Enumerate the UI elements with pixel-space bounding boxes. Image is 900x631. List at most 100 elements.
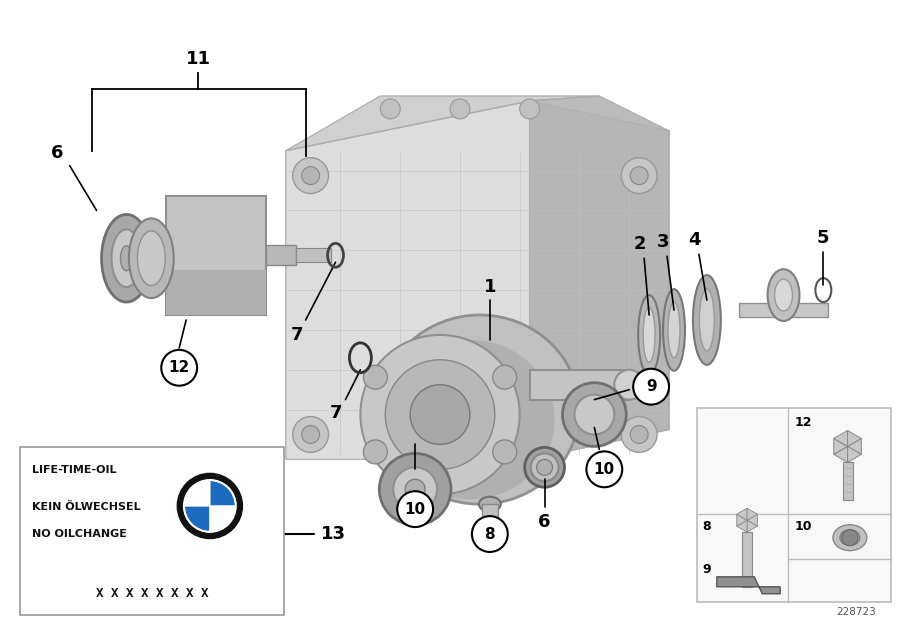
Polygon shape bbox=[716, 577, 780, 594]
Ellipse shape bbox=[668, 302, 680, 358]
Ellipse shape bbox=[663, 289, 685, 371]
Circle shape bbox=[621, 416, 657, 452]
Circle shape bbox=[519, 99, 540, 119]
Polygon shape bbox=[737, 508, 747, 520]
Text: 228723: 228723 bbox=[836, 606, 876, 616]
Text: 12: 12 bbox=[794, 416, 812, 428]
Bar bbox=[742, 532, 752, 587]
Wedge shape bbox=[210, 480, 236, 506]
Polygon shape bbox=[166, 270, 266, 315]
Ellipse shape bbox=[699, 289, 715, 351]
Ellipse shape bbox=[102, 215, 151, 302]
Text: 8: 8 bbox=[702, 521, 710, 533]
Circle shape bbox=[634, 369, 669, 404]
Text: KEIN ÖLWECHSEL: KEIN ÖLWECHSEL bbox=[32, 502, 140, 512]
Ellipse shape bbox=[775, 279, 793, 311]
Circle shape bbox=[410, 385, 470, 444]
Bar bbox=[842, 463, 852, 500]
Polygon shape bbox=[285, 96, 599, 151]
Ellipse shape bbox=[112, 230, 141, 287]
Bar bbox=[482, 504, 498, 529]
Circle shape bbox=[184, 480, 236, 532]
Polygon shape bbox=[747, 514, 758, 526]
Polygon shape bbox=[848, 439, 861, 454]
Text: 5: 5 bbox=[817, 229, 830, 247]
Text: 9: 9 bbox=[702, 563, 710, 576]
Circle shape bbox=[842, 529, 858, 546]
Circle shape bbox=[178, 474, 242, 538]
Text: 10: 10 bbox=[594, 462, 615, 477]
Polygon shape bbox=[285, 101, 669, 459]
Text: LIFE-TIME-OIL: LIFE-TIME-OIL bbox=[32, 465, 116, 475]
Ellipse shape bbox=[615, 370, 644, 399]
Circle shape bbox=[574, 394, 615, 435]
Polygon shape bbox=[833, 439, 848, 454]
Polygon shape bbox=[747, 508, 758, 520]
Circle shape bbox=[397, 491, 433, 527]
Circle shape bbox=[161, 350, 197, 386]
Circle shape bbox=[360, 335, 519, 494]
Polygon shape bbox=[737, 514, 747, 526]
Ellipse shape bbox=[536, 459, 553, 475]
Ellipse shape bbox=[121, 246, 132, 271]
Circle shape bbox=[450, 99, 470, 119]
Bar bbox=[266, 245, 296, 265]
Text: 2: 2 bbox=[634, 235, 646, 253]
Ellipse shape bbox=[479, 497, 500, 512]
Ellipse shape bbox=[531, 454, 559, 481]
Circle shape bbox=[393, 468, 437, 511]
Ellipse shape bbox=[525, 447, 564, 487]
Ellipse shape bbox=[385, 340, 554, 499]
Polygon shape bbox=[166, 196, 266, 315]
Circle shape bbox=[621, 158, 657, 194]
Circle shape bbox=[379, 454, 451, 525]
Text: 7: 7 bbox=[329, 404, 342, 422]
Ellipse shape bbox=[129, 218, 174, 298]
Circle shape bbox=[587, 451, 622, 487]
Text: 9: 9 bbox=[646, 379, 656, 394]
Polygon shape bbox=[833, 430, 848, 446]
Circle shape bbox=[630, 167, 648, 185]
Circle shape bbox=[302, 425, 319, 444]
Text: 13: 13 bbox=[321, 526, 346, 543]
Circle shape bbox=[493, 440, 517, 464]
Circle shape bbox=[292, 416, 328, 452]
Ellipse shape bbox=[638, 295, 660, 375]
Circle shape bbox=[562, 383, 626, 446]
Circle shape bbox=[493, 365, 517, 389]
Polygon shape bbox=[848, 430, 861, 446]
Polygon shape bbox=[529, 96, 669, 459]
Text: 10: 10 bbox=[405, 502, 426, 517]
Bar bbox=[739, 303, 828, 317]
Text: 7: 7 bbox=[291, 326, 303, 344]
Bar bbox=[20, 447, 284, 615]
Polygon shape bbox=[529, 370, 629, 399]
Ellipse shape bbox=[840, 529, 860, 546]
Ellipse shape bbox=[693, 275, 721, 365]
Circle shape bbox=[381, 99, 400, 119]
Ellipse shape bbox=[381, 315, 580, 504]
Text: 4: 4 bbox=[688, 232, 701, 249]
Text: 6: 6 bbox=[538, 513, 551, 531]
Circle shape bbox=[364, 440, 387, 464]
Wedge shape bbox=[184, 506, 210, 532]
Text: 6: 6 bbox=[50, 144, 63, 162]
Text: 1: 1 bbox=[483, 278, 496, 296]
Polygon shape bbox=[737, 520, 747, 532]
Polygon shape bbox=[848, 446, 861, 463]
Ellipse shape bbox=[644, 307, 655, 362]
Circle shape bbox=[405, 480, 425, 499]
Circle shape bbox=[302, 167, 319, 185]
Ellipse shape bbox=[138, 231, 166, 286]
Text: 8: 8 bbox=[484, 526, 495, 541]
Text: 3: 3 bbox=[657, 233, 670, 251]
Circle shape bbox=[385, 360, 495, 469]
Circle shape bbox=[472, 516, 508, 552]
Ellipse shape bbox=[833, 525, 867, 551]
Bar bbox=[296, 248, 330, 262]
Text: NO OILCHANGE: NO OILCHANGE bbox=[32, 529, 127, 539]
Circle shape bbox=[292, 158, 328, 194]
Circle shape bbox=[364, 365, 387, 389]
Circle shape bbox=[630, 425, 648, 444]
Text: 12: 12 bbox=[168, 360, 190, 375]
